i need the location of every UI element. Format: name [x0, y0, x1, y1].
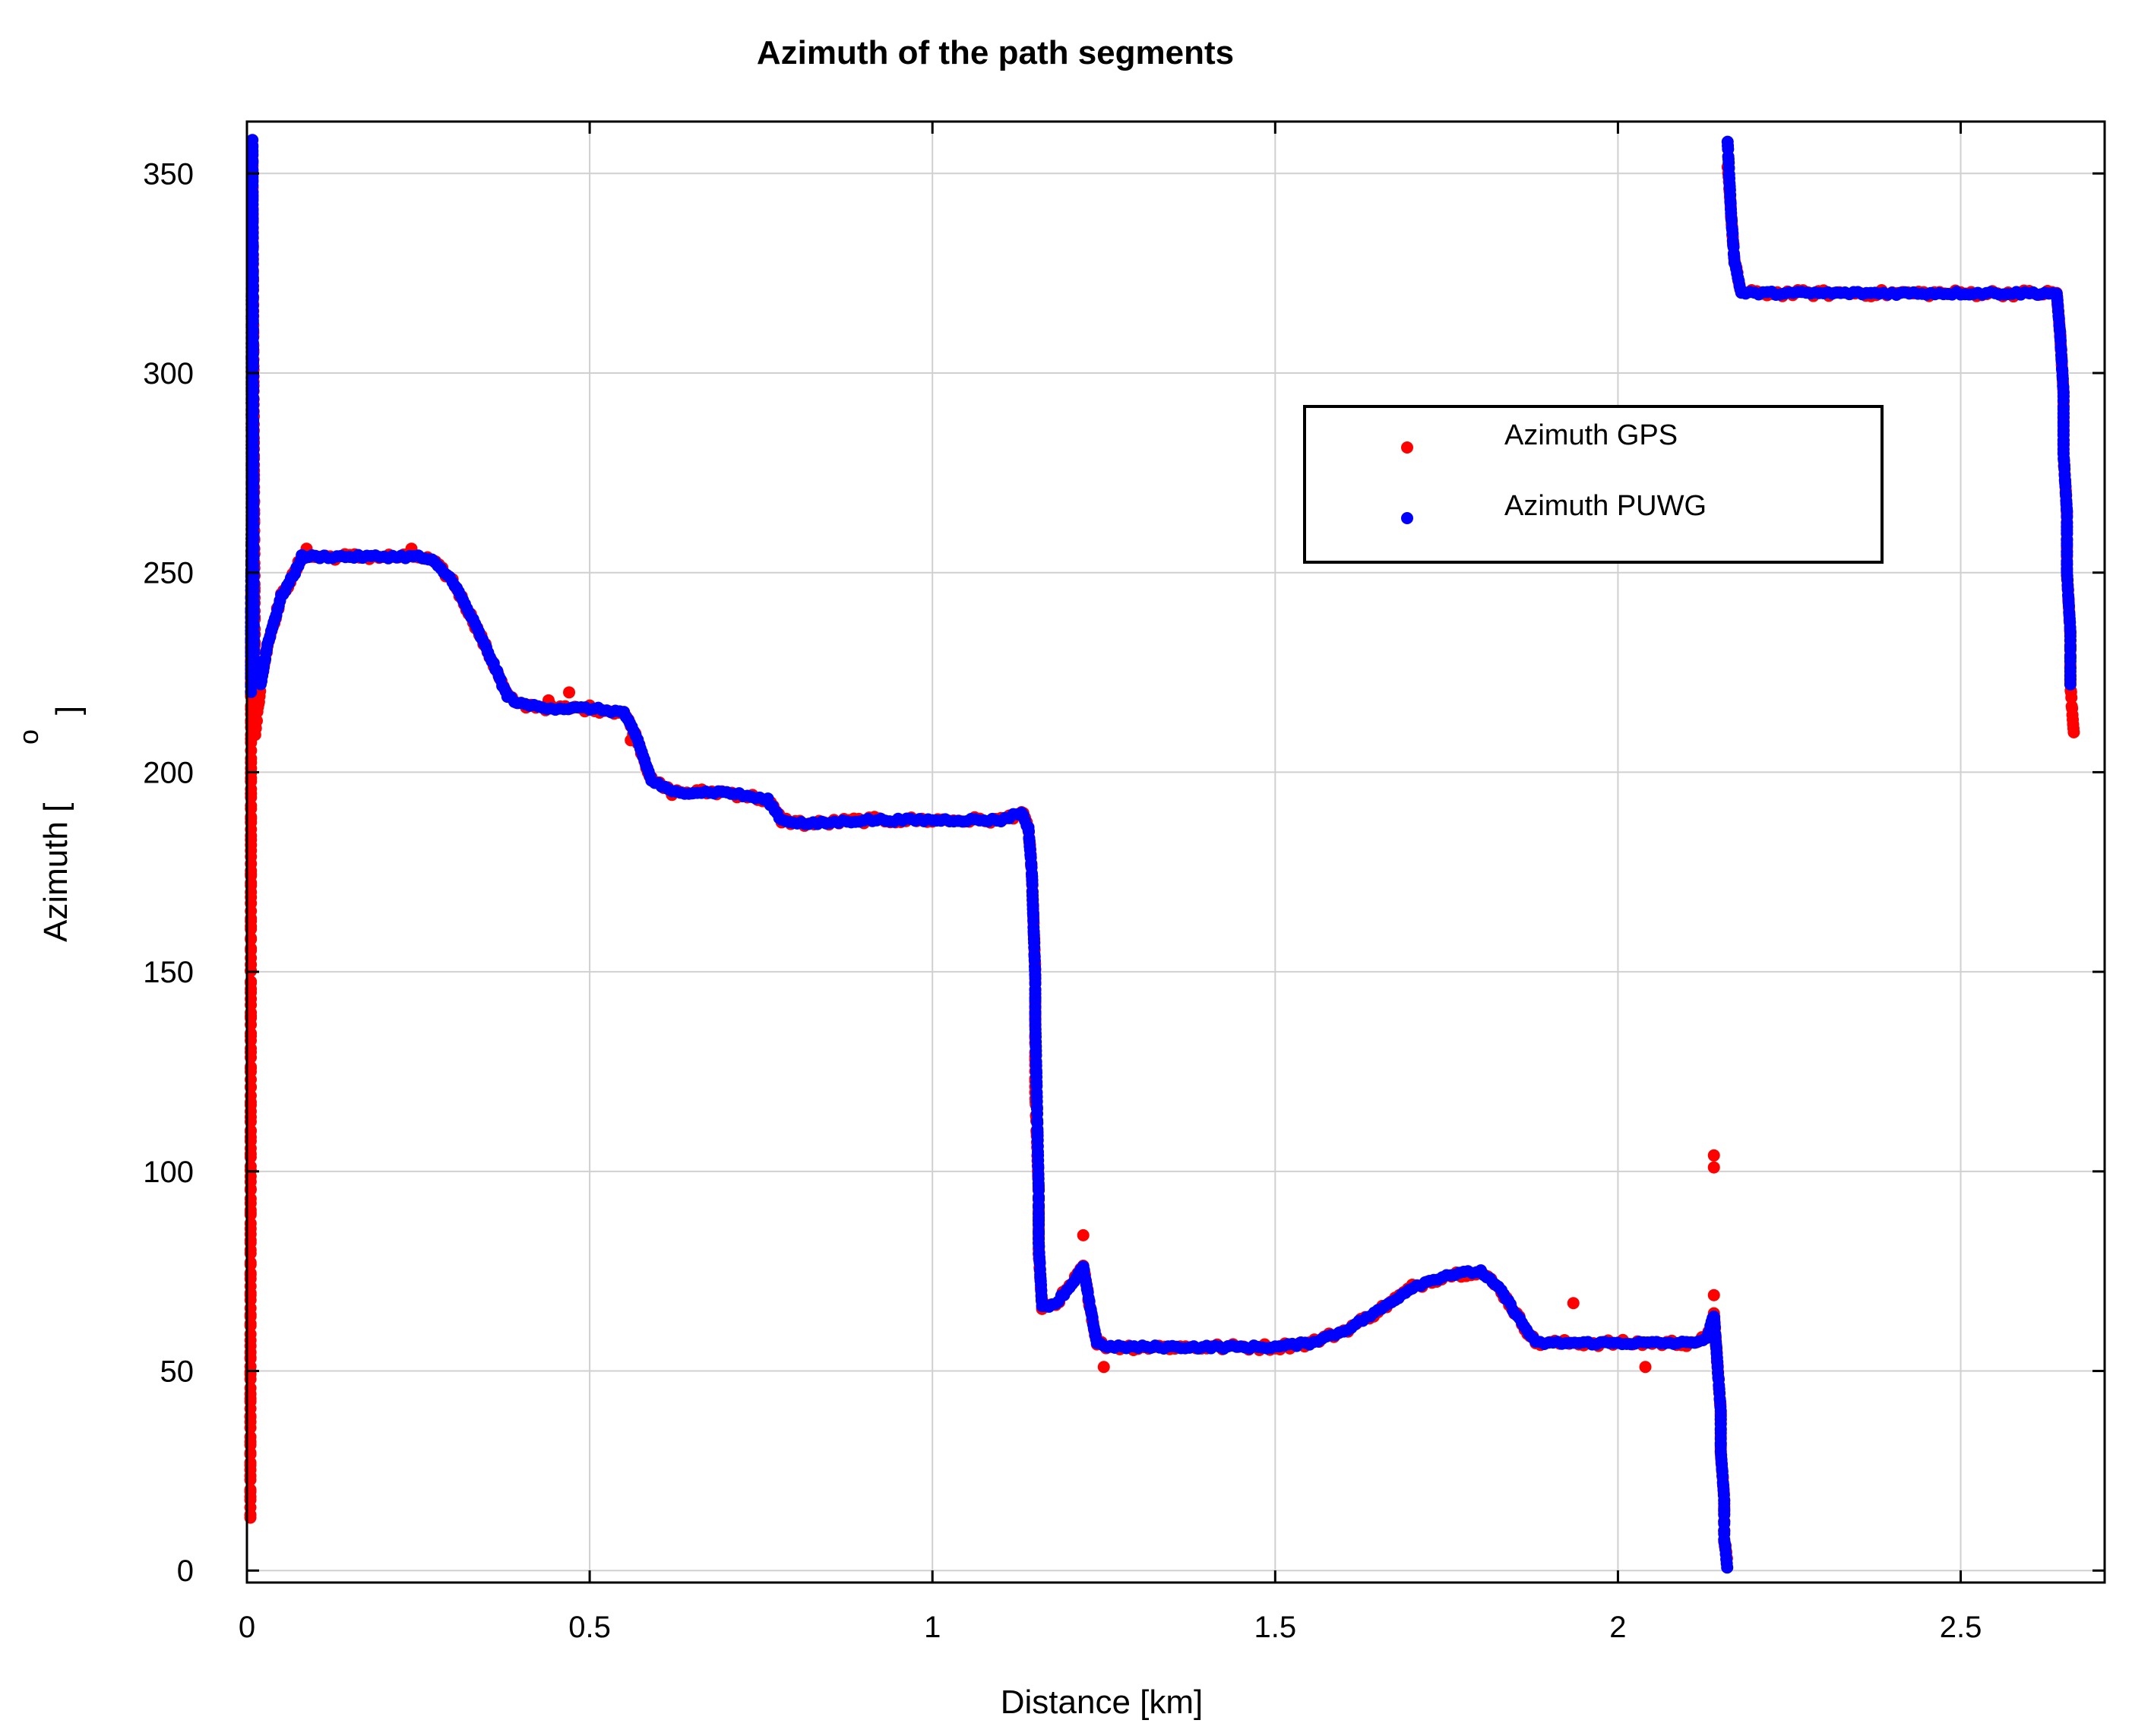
data-point [2067, 726, 2080, 738]
x-tick-label: 0.5 [568, 1611, 611, 1644]
chart-title: Azimuth of the path segments [757, 34, 1234, 71]
data-point-outlier [1707, 1161, 1720, 1174]
legend: Azimuth GPS Azimuth PUWG [1303, 405, 1884, 564]
series-puwg-points [245, 134, 2077, 1574]
axis-ticks [245, 122, 2105, 1583]
data-point-outlier [1639, 1361, 1652, 1374]
y-axis-label: Azimuth [ o ] [13, 706, 87, 942]
y-tick-label: 300 [143, 357, 194, 391]
legend-label-puwg: Azimuth PUWG [1504, 490, 1707, 522]
data-point-outlier [563, 686, 576, 699]
x-tick-label: 1 [924, 1611, 941, 1644]
x-tick-label: 0 [239, 1611, 255, 1644]
y-tick-label: 200 [143, 756, 194, 789]
y-tick-label: 150 [143, 956, 194, 989]
data-point [1721, 1561, 1734, 1574]
y-axis-label-prefix: Azimuth [ [37, 803, 74, 942]
legend-label-gps: Azimuth GPS [1504, 419, 1678, 451]
grid-lines [246, 122, 2105, 1583]
data-point-outlier [249, 722, 262, 735]
data-point-outlier [1097, 1361, 1110, 1374]
x-tick-label: 1.5 [1254, 1611, 1297, 1644]
legend-marker-gps [1401, 441, 1413, 454]
data-point-outlier [1707, 1289, 1720, 1301]
y-axis-label-suffix: ] [49, 706, 87, 715]
x-tick-label: 2 [1609, 1611, 1626, 1644]
y-tick-label: 250 [143, 557, 194, 590]
legend-marker-puwg [1401, 512, 1413, 524]
y-tick-label: 350 [143, 157, 194, 191]
x-tick-label: 2.5 [1940, 1611, 1982, 1644]
legend-box [1303, 405, 1884, 564]
y-tick-label: 50 [160, 1355, 195, 1389]
data-point [2064, 678, 2077, 691]
x-tick-labels: 0 0.5 1 1.5 2 2.5 [239, 1611, 1982, 1644]
y-tick-label: 100 [143, 1156, 194, 1189]
plot-frame [245, 120, 2106, 1584]
x-axis-label: Distance [km] [1001, 1684, 1204, 1721]
y-tick-label: 0 [177, 1554, 194, 1588]
data-point-outlier [1567, 1297, 1580, 1310]
data-point [2065, 691, 2078, 704]
data-point-outlier [1077, 1228, 1090, 1241]
data-point-outlier [1707, 1149, 1720, 1162]
y-axis-label-superscript: o [13, 729, 44, 745]
y-tick-labels: 0 50 100 150 200 250 300 350 [143, 157, 194, 1588]
